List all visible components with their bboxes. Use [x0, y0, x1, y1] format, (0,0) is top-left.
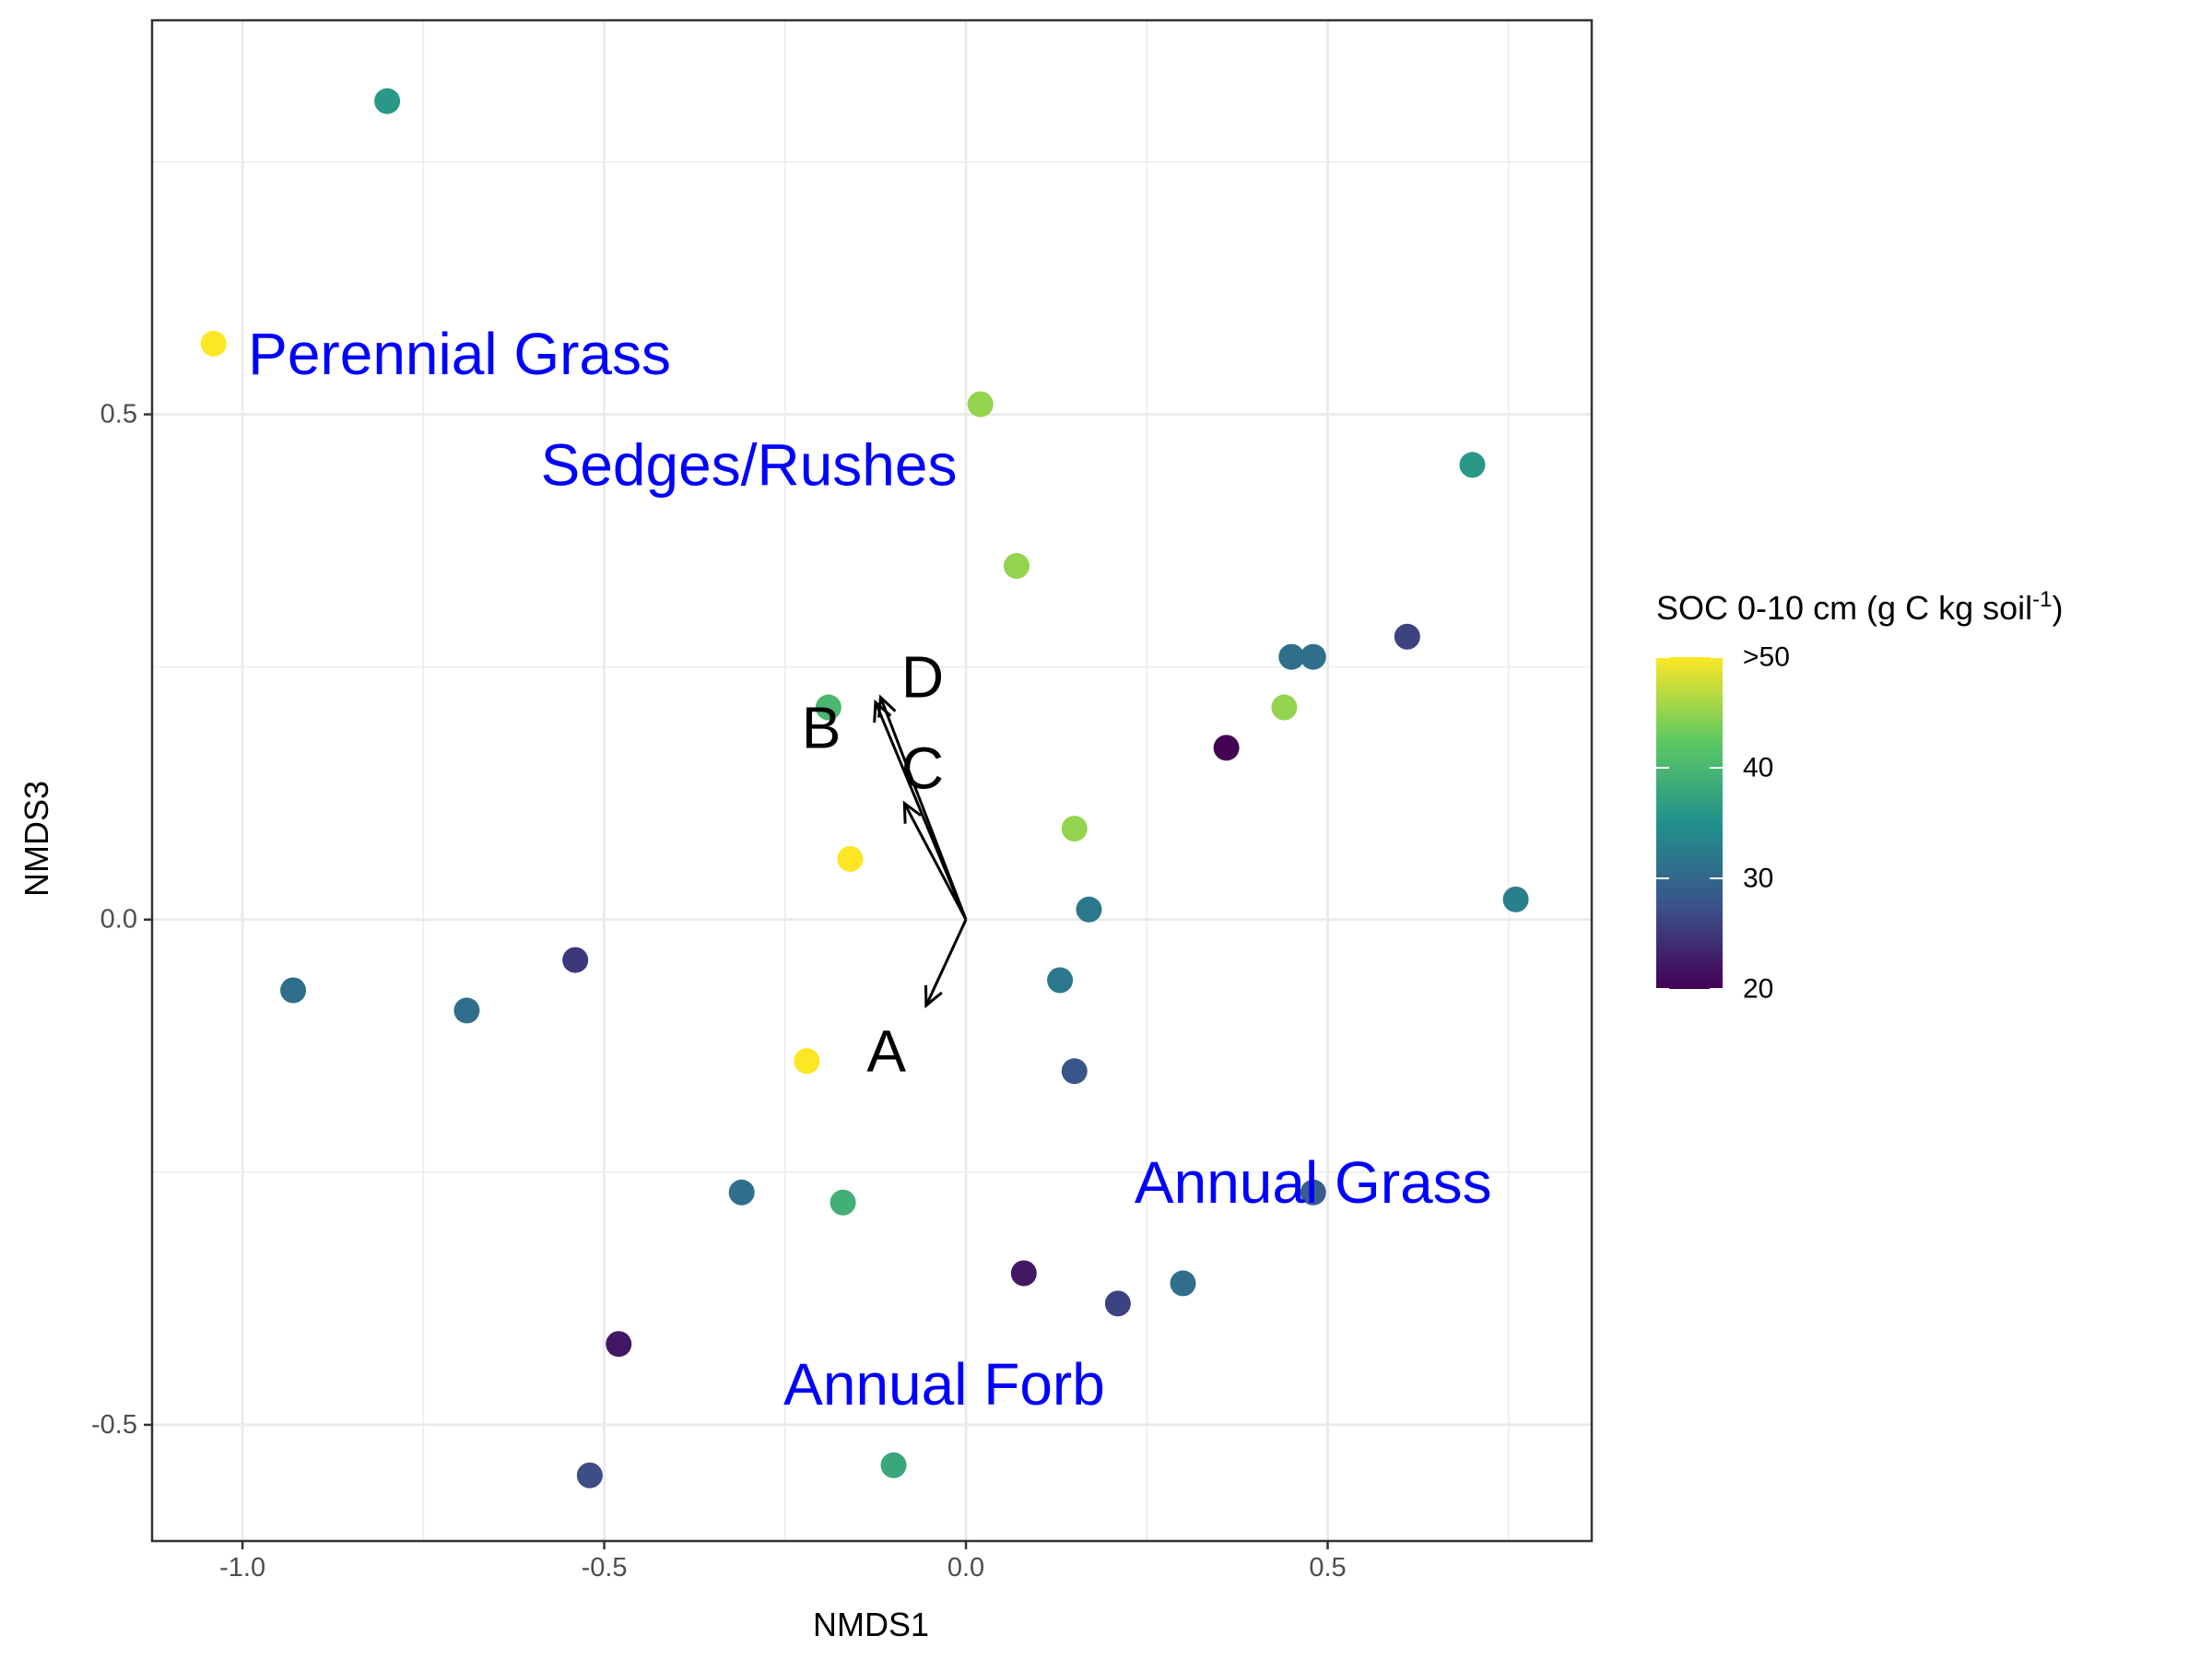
- vector-label-a: A: [866, 1018, 906, 1084]
- x-axis-title: NMDS1: [813, 1606, 929, 1643]
- legend-title-superscript: -1: [2032, 587, 2052, 612]
- data-point: [1104, 1290, 1131, 1317]
- legend-title: SOC 0-10 cm (g C kg soil-1): [1656, 587, 2063, 627]
- data-point: [837, 845, 864, 872]
- legend-title-close: ): [2052, 589, 2063, 627]
- y-axis-title: NMDS3: [18, 781, 55, 897]
- plot-panel: [152, 20, 1592, 1541]
- data-point: [374, 88, 401, 114]
- y-tick-label: 0.5: [100, 400, 137, 429]
- data-point: [1170, 1270, 1196, 1297]
- data-point: [794, 1048, 820, 1075]
- group-label-annual-grass: Annual Grass: [1135, 1149, 1492, 1216]
- data-point: [1010, 1260, 1037, 1287]
- plot-area: [152, 20, 1592, 1541]
- data-point: [200, 330, 227, 357]
- vector-line-d: [879, 697, 968, 921]
- plot-frame: [150, 18, 1594, 1543]
- x-tick-label: -1.0: [219, 1553, 265, 1583]
- x-tick-label: 0.0: [947, 1553, 984, 1583]
- group-labels: Perennial Grass Sedges/Rushes Annual Grass…: [248, 321, 1492, 1418]
- data-point: [576, 1462, 603, 1488]
- grid-lines: [152, 20, 1592, 1541]
- legend-ticks: 20 30 40 >50: [1656, 642, 1790, 1005]
- data-point: [1213, 735, 1240, 761]
- data-point: [1076, 896, 1102, 923]
- group-label-sedges-rushes: Sedges/Rushes: [541, 431, 958, 498]
- plot-border: [150, 18, 1594, 1543]
- data-point: [1061, 1058, 1088, 1085]
- legend-colorbar: [1656, 657, 1723, 989]
- data-point: [1061, 816, 1088, 842]
- legend-tick-label: >50: [1743, 642, 1790, 673]
- vector-label-c: C: [901, 735, 944, 801]
- data-points: [200, 88, 1529, 1488]
- data-point: [967, 391, 994, 418]
- data-point: [453, 997, 480, 1024]
- data-point: [1003, 553, 1030, 580]
- data-point: [280, 977, 307, 1004]
- data-point: [815, 694, 841, 721]
- data-point: [728, 1179, 755, 1206]
- legend-tick-label: 40: [1743, 753, 1773, 783]
- x-tick-label: -0.5: [582, 1553, 628, 1583]
- species-vectors: A BCD: [802, 644, 968, 1084]
- data-point: [880, 1452, 907, 1478]
- data-point: [1459, 452, 1486, 478]
- legend-tick-label: 30: [1743, 864, 1773, 894]
- x-tick-label: 0.5: [1309, 1553, 1346, 1583]
- axis-ticks: -1.0 -0.5 0.0 0.5 -0.5 0.0 0.5: [91, 400, 1347, 1583]
- vector-arrowhead-c: [902, 800, 922, 824]
- legend-tick-label: 20: [1743, 974, 1773, 1005]
- data-point: [1278, 643, 1305, 670]
- data-point: [1047, 967, 1074, 994]
- y-tick-label: 0.0: [100, 905, 137, 935]
- data-point: [1502, 886, 1529, 912]
- data-point: [830, 1189, 856, 1216]
- vector-arrowhead-d: [877, 694, 897, 718]
- legend-title-main: SOC 0-10 cm (g C kg soil: [1656, 589, 2032, 627]
- color-legend: SOC 0-10 cm (g C kg soil-1) 20 30 40 >50: [1656, 587, 2063, 1005]
- group-label-perennial-grass: Perennial Grass: [248, 321, 671, 387]
- data-point: [1271, 694, 1298, 721]
- data-point: [606, 1331, 632, 1358]
- data-point: [562, 947, 589, 973]
- vector-label-b: B: [802, 694, 841, 760]
- data-point: [1300, 1179, 1326, 1206]
- data-point: [1300, 643, 1326, 670]
- y-tick-label: -0.5: [91, 1410, 137, 1440]
- vector-arrowhead-a: [924, 984, 943, 1009]
- vector-line-a: [924, 919, 968, 1006]
- vector-label-d: D: [901, 644, 944, 711]
- vector-line-c: [902, 802, 968, 921]
- data-point: [1394, 623, 1420, 650]
- group-label-annual-forb: Annual Forb: [783, 1351, 1105, 1418]
